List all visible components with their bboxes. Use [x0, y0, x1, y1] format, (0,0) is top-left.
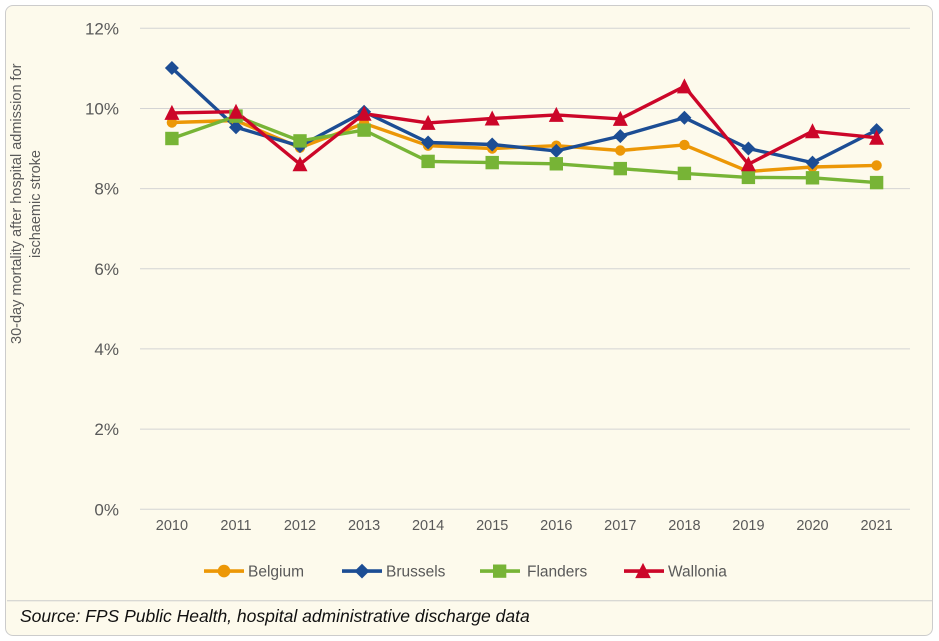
svg-text:Wallonia: Wallonia	[668, 564, 727, 581]
svg-text:2011: 2011	[220, 518, 251, 534]
svg-text:2015: 2015	[476, 518, 508, 534]
svg-text:2021: 2021	[860, 518, 892, 534]
svg-text:10%: 10%	[85, 100, 119, 119]
svg-text:2017: 2017	[604, 518, 636, 534]
svg-text:8%: 8%	[94, 180, 119, 199]
svg-text:2013: 2013	[348, 518, 380, 534]
svg-text:4%: 4%	[94, 340, 119, 359]
svg-text:2016: 2016	[540, 518, 572, 534]
svg-text:2010: 2010	[156, 518, 188, 534]
svg-text:Flanders: Flanders	[527, 564, 588, 581]
svg-text:Belgium: Belgium	[248, 564, 304, 581]
svg-text:2%: 2%	[94, 420, 119, 439]
svg-text:2012: 2012	[284, 518, 316, 534]
svg-text:2019: 2019	[732, 518, 764, 534]
svg-text:2014: 2014	[412, 518, 444, 534]
svg-text:12%: 12%	[85, 19, 119, 38]
svg-text:6%: 6%	[94, 260, 119, 279]
svg-text:2020: 2020	[796, 518, 828, 534]
svg-text:0%: 0%	[94, 500, 119, 519]
svg-text:Brussels: Brussels	[386, 564, 446, 581]
svg-text:2018: 2018	[668, 518, 700, 534]
